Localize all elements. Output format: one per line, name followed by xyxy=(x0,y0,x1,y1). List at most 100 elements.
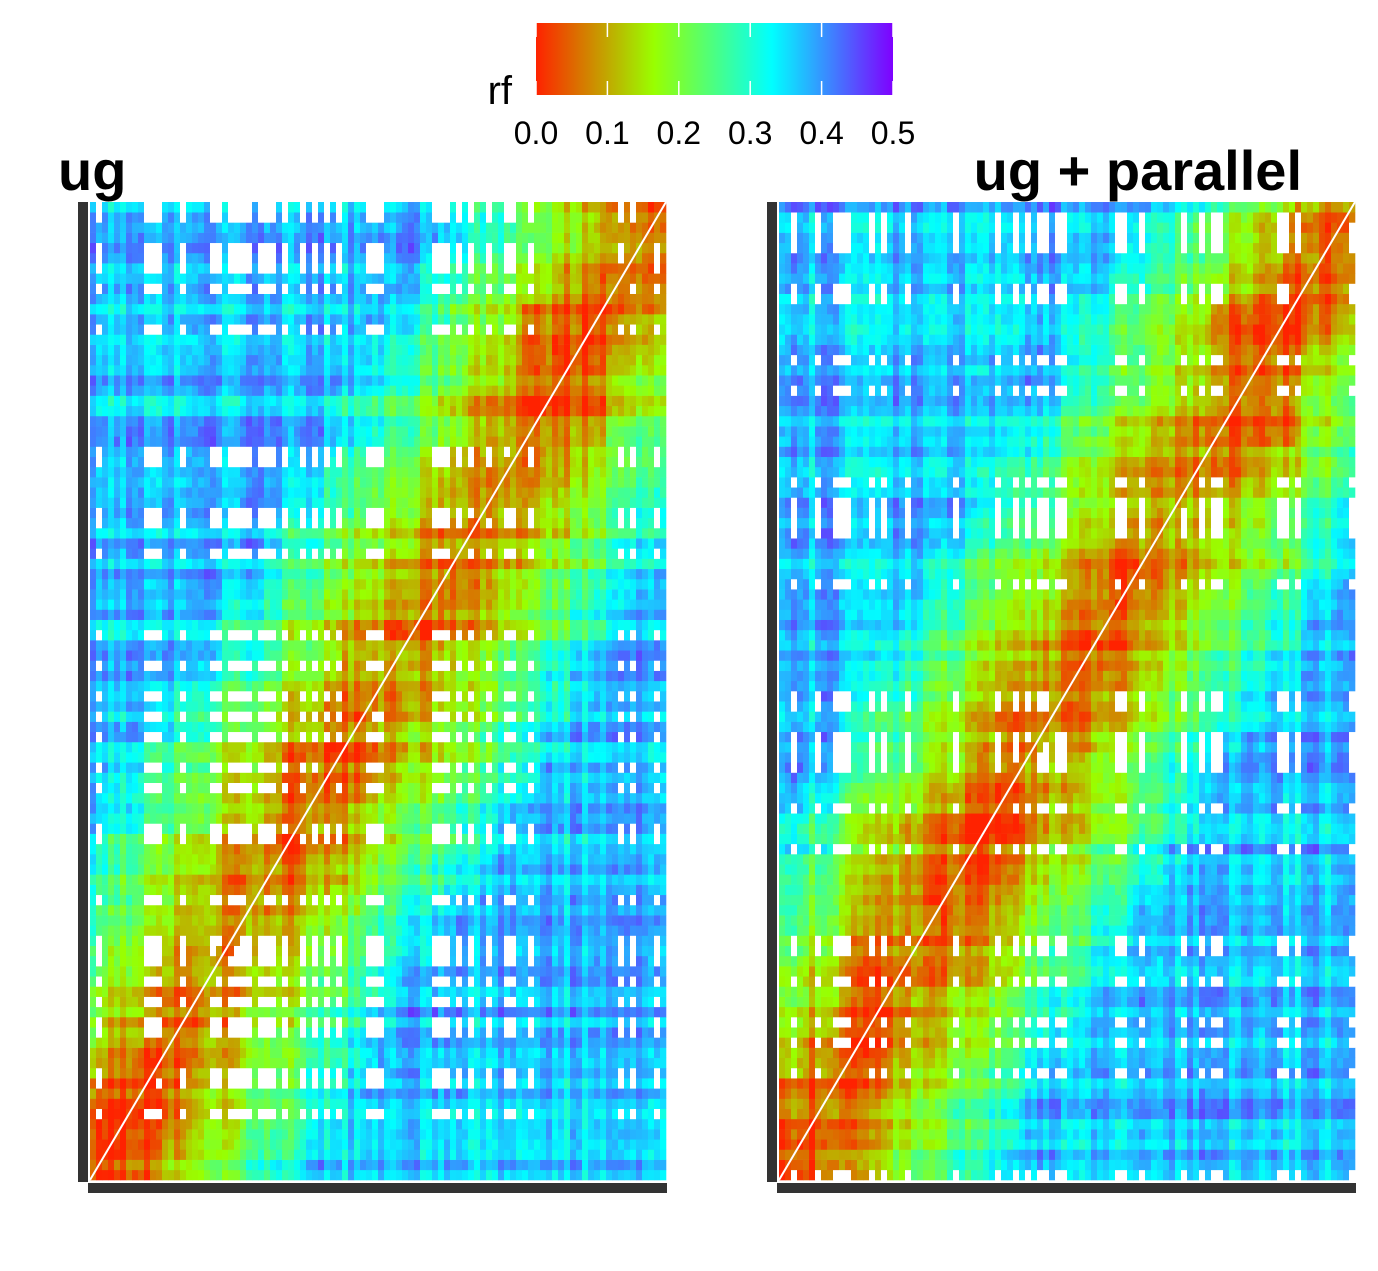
heatmap-cell xyxy=(354,1017,361,1028)
heatmap-cell xyxy=(156,904,163,916)
heatmap-cell xyxy=(120,772,127,783)
heatmap-cell xyxy=(360,629,367,641)
heatmap-cell xyxy=(216,772,223,783)
heatmap-cell xyxy=(378,813,385,824)
heatmap-cell xyxy=(348,568,355,580)
heatmap-cell xyxy=(186,1159,193,1171)
heatmap-cell xyxy=(198,803,205,814)
heatmap-cell xyxy=(210,996,217,1008)
heatmap-cell xyxy=(258,1169,265,1181)
heatmap-cell xyxy=(300,680,307,692)
heatmap-cell xyxy=(384,721,391,733)
heatmap-cell xyxy=(186,324,193,335)
heatmap-cell xyxy=(336,670,343,682)
heatmap-cell xyxy=(348,1139,355,1150)
heatmap-cell xyxy=(234,426,241,437)
heatmap-cell xyxy=(324,507,331,519)
heatmap-cell xyxy=(240,528,247,539)
heatmap-cell xyxy=(288,925,295,936)
heatmap-cell xyxy=(150,650,157,661)
heatmap-cell xyxy=(240,782,247,794)
heatmap-cell xyxy=(294,446,301,457)
heatmap-cell xyxy=(300,823,307,834)
heatmap-cell xyxy=(186,263,193,274)
heatmap-cell xyxy=(192,1139,199,1150)
heatmap-cell xyxy=(144,1067,151,1079)
heatmap-cell xyxy=(228,252,235,264)
heatmap-cell xyxy=(168,263,175,274)
heatmap-cell xyxy=(234,1149,241,1160)
heatmap-cell xyxy=(174,803,181,814)
heatmap-cell xyxy=(186,528,193,539)
heatmap-cell xyxy=(150,1159,157,1171)
heatmap-cell xyxy=(366,1139,373,1150)
heatmap-cell xyxy=(348,1017,355,1028)
heatmap-cell xyxy=(240,854,247,865)
heatmap-cell xyxy=(180,456,187,468)
heatmap-cell xyxy=(300,854,307,865)
heatmap-cell xyxy=(390,976,397,987)
heatmap-cell xyxy=(198,629,205,641)
heatmap-cell xyxy=(168,1047,175,1059)
heatmap-cell xyxy=(216,660,223,671)
heatmap-cell xyxy=(264,680,271,692)
heatmap-cell xyxy=(330,996,337,1008)
heatmap-cell xyxy=(240,721,247,733)
heatmap-cell xyxy=(312,823,319,834)
heatmap-cell xyxy=(108,232,115,244)
heatmap-cell xyxy=(318,517,325,529)
heatmap-cell xyxy=(204,609,211,620)
heatmap-cell xyxy=(96,1129,103,1140)
heatmap-cell xyxy=(168,874,175,885)
heatmap-cell xyxy=(222,711,229,722)
heatmap-cell xyxy=(354,365,361,376)
heatmap-cell xyxy=(264,283,271,294)
heatmap-cell xyxy=(318,212,325,223)
heatmap-cell xyxy=(132,955,139,967)
heatmap-cell xyxy=(138,660,145,671)
heatmap-cell xyxy=(330,1006,337,1018)
heatmap-cell xyxy=(222,314,229,325)
heatmap-cell xyxy=(360,1047,367,1059)
heatmap-cell xyxy=(396,1098,403,1109)
heatmap-cell xyxy=(318,976,325,987)
heatmap-cell xyxy=(120,293,127,305)
heatmap-cell xyxy=(252,263,259,274)
heatmap-cell xyxy=(102,904,109,916)
heatmap-cell xyxy=(384,945,391,957)
heatmap-cell xyxy=(318,823,325,834)
heatmap-cell xyxy=(108,884,115,896)
heatmap-cell xyxy=(198,283,205,294)
heatmap-cell xyxy=(138,894,145,906)
heatmap-cell xyxy=(132,772,139,783)
heatmap-cell xyxy=(312,1088,319,1099)
heatmap-cell xyxy=(384,731,391,743)
heatmap-cell xyxy=(246,599,253,610)
heatmap-cell xyxy=(186,843,193,855)
heatmap-cell xyxy=(192,752,199,763)
heatmap-cell xyxy=(324,762,331,773)
heatmap-cell xyxy=(132,1057,139,1069)
heatmap-cell xyxy=(348,303,355,315)
heatmap-cell xyxy=(96,344,103,356)
heatmap-cell xyxy=(342,446,349,457)
heatmap-cell xyxy=(126,232,133,244)
heatmap-cell xyxy=(228,650,235,661)
heatmap-cell xyxy=(246,813,253,824)
heatmap-cell xyxy=(270,904,277,916)
heatmap-cell xyxy=(342,640,349,651)
heatmap-cell xyxy=(204,252,211,264)
heatmap-cell xyxy=(276,986,283,997)
heatmap-cell xyxy=(216,843,223,855)
heatmap-cell xyxy=(318,1088,325,1099)
heatmap-cell xyxy=(90,1088,97,1099)
heatmap-cell xyxy=(312,202,319,213)
heatmap-cell xyxy=(330,752,337,763)
heatmap-cell xyxy=(240,405,247,417)
heatmap-cell xyxy=(96,1088,103,1099)
heatmap-cell xyxy=(126,884,133,896)
heatmap-cell xyxy=(180,1098,187,1109)
heatmap-cell xyxy=(168,803,175,814)
heatmap-cell xyxy=(258,263,265,274)
heatmap-cell xyxy=(330,212,337,223)
